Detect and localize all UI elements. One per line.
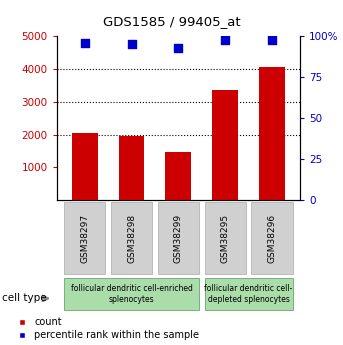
Bar <box>251 201 293 275</box>
Bar <box>165 152 191 200</box>
Text: follicular dendritic cell-
depleted splenocytes: follicular dendritic cell- depleted sple… <box>204 284 293 304</box>
Legend: count, percentile rank within the sample: count, percentile rank within the sample <box>19 317 199 340</box>
Bar <box>111 201 152 275</box>
Point <box>82 40 87 46</box>
Point <box>129 42 134 47</box>
Text: GDS1585 / 99405_at: GDS1585 / 99405_at <box>103 16 240 29</box>
Bar <box>72 133 97 200</box>
Text: GSM38296: GSM38296 <box>268 214 276 263</box>
Point <box>269 37 275 42</box>
Text: follicular dendritic cell-enriched
splenocytes: follicular dendritic cell-enriched splen… <box>71 284 192 304</box>
Bar <box>64 278 199 310</box>
Point <box>176 45 181 50</box>
Point <box>223 37 228 42</box>
Text: cell type: cell type <box>2 294 46 303</box>
Bar <box>64 201 105 275</box>
Bar <box>204 201 246 275</box>
Bar <box>119 136 144 200</box>
Text: GSM38299: GSM38299 <box>174 214 183 263</box>
Text: GSM38297: GSM38297 <box>80 214 89 263</box>
Bar <box>212 90 238 200</box>
Bar <box>259 67 285 200</box>
Bar <box>204 278 293 310</box>
Text: GSM38295: GSM38295 <box>221 214 230 263</box>
Text: GSM38298: GSM38298 <box>127 214 136 263</box>
Bar <box>158 201 199 275</box>
